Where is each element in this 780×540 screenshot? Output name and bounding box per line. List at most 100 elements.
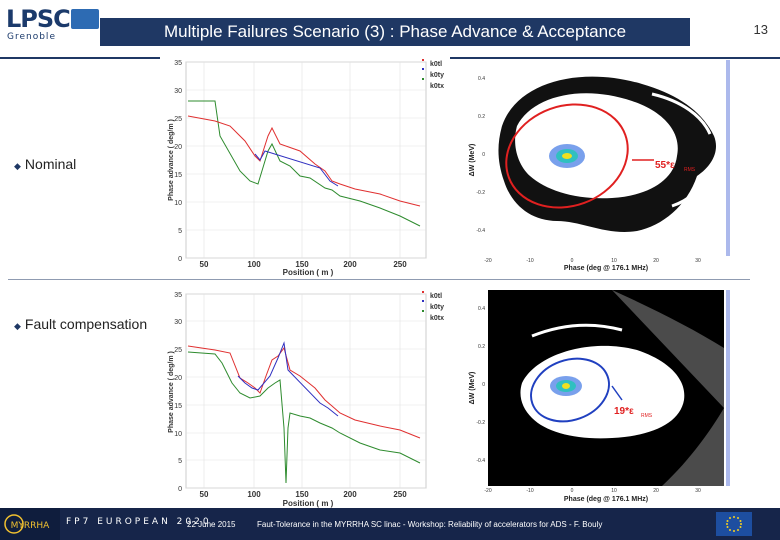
slide-footer: MYRRHA FP7 EUROPEAN 2020 22 June 2015 Fa…	[0, 508, 780, 540]
x-tick: -20	[484, 258, 491, 264]
lpsc-logo: LPSC Grenoble	[3, 3, 103, 55]
series-k0tl	[187, 345, 421, 439]
y-tick: 0	[178, 486, 182, 493]
y-axis-label: ΔW (MeV)	[469, 144, 476, 177]
x-tick: 20	[653, 258, 659, 264]
annotation-subscript: RMS	[641, 413, 653, 419]
myrrha-logo-icon: MYRRHA	[0, 508, 60, 540]
acceptance-plot-fault: 19*ε RMS 0.4 0.2 0 -0.2 -0.4 -20 -10 0 1…	[462, 288, 742, 504]
x-tick: 30	[695, 488, 701, 494]
y-tick: -0.2	[476, 420, 485, 426]
legend-marker	[422, 291, 424, 293]
y-tick: -0.4	[476, 228, 485, 234]
x-tick: -10	[526, 488, 533, 494]
annotation-arrow	[611, 385, 623, 401]
y-tick: 20	[174, 375, 182, 382]
x-tick-labels: -20 -10 0 10 20 30	[484, 488, 701, 494]
x-tick: 50	[200, 260, 209, 269]
phase-advance-svg-nominal: 35 30 25 20 15 10 5 0 50 100 150 200 250…	[168, 59, 444, 277]
logo-sub-text: Grenoble	[7, 32, 56, 42]
acceptance-svg-nominal: 55*ε RMS 0.4 0.2 0 -0.2 -0.4 -20 -10 0 1…	[469, 60, 730, 272]
slide-number: 13	[753, 22, 768, 37]
y-tick: -0.4	[476, 458, 485, 464]
phase-advance-svg-fault: 35 30 25 20 15 10 5 0 50 100 150 200 250…	[168, 291, 444, 508]
y-tick: 10	[174, 431, 182, 438]
halo-filament	[671, 173, 709, 208]
annotation-label: 19*ε	[614, 406, 634, 417]
plot-area	[185, 293, 427, 489]
y-tick: 30	[174, 319, 182, 326]
y-tick: 25	[174, 116, 182, 123]
x-tick: 100	[247, 260, 261, 269]
gridlines	[186, 293, 426, 489]
core-region	[515, 93, 678, 199]
series-k0ty	[237, 341, 339, 417]
row-divider	[8, 279, 750, 280]
eu-flag-icon	[716, 512, 752, 536]
bullet-icon: ◆	[14, 161, 21, 171]
x-tick: 0	[571, 258, 574, 264]
annotation-subscript: RMS	[684, 167, 696, 173]
y-axis-label: Phase advance ( deg/m )	[168, 119, 175, 201]
y-tick: 0.2	[478, 114, 485, 120]
slide-header: LPSC Grenoble Multiple Failures Scenario…	[0, 0, 780, 59]
x-tick: 150	[295, 490, 309, 499]
nominal-row-label: ◆ Nominal	[14, 156, 76, 172]
myrrha-logo: MYRRHA	[0, 508, 60, 540]
y-tick: 25	[174, 347, 182, 354]
plot-area	[185, 61, 427, 259]
x-tick: -10	[526, 258, 533, 264]
y-tick: 0	[482, 152, 485, 158]
phase-advance-plot-fault: 35 30 25 20 15 10 5 0 50 100 150 200 250…	[160, 288, 450, 508]
x-tick-labels: 50 100 150 200 250	[200, 490, 408, 499]
x-tick: 10	[611, 488, 617, 494]
x-axis-label: Phase (deg @ 176.1 MHz)	[564, 496, 648, 503]
y-tick: 15	[174, 172, 182, 179]
y-tick: 0	[178, 256, 182, 263]
y-tick: 5	[178, 458, 182, 465]
y-tick-labels: 35 30 25 20 15 10 5 0	[174, 60, 182, 263]
series-k0tx	[188, 100, 421, 227]
legend-item-k0ty: k0ty	[430, 72, 444, 79]
legend-item-k0tl: k0tl	[430, 293, 442, 300]
eu-flag-svg	[716, 512, 752, 536]
legend-marker	[422, 300, 424, 302]
acceptance-plot-nominal: 55*ε RMS 0.4 0.2 0 -0.2 -0.4 -20 -10 0 1…	[462, 56, 742, 276]
logo-main-text: LPSC	[6, 5, 71, 33]
phase-advance-plot-nominal: 35 30 25 20 15 10 5 0 50 100 150 200 250…	[160, 56, 450, 278]
beam-core	[562, 153, 572, 159]
y-tick: 0.4	[478, 76, 485, 82]
x-tick: 20	[653, 488, 659, 494]
y-tick-labels: 0.4 0.2 0 -0.2 -0.4	[476, 306, 485, 464]
x-tick-labels: -20 -10 0 10 20 30	[484, 258, 701, 264]
annotation-label: 55*ε	[655, 160, 675, 171]
acceptance-svg-fault: 19*ε RMS 0.4 0.2 0 -0.2 -0.4 -20 -10 0 1…	[469, 290, 730, 503]
slide-title: Multiple Failures Scenario (3) : Phase A…	[100, 18, 690, 46]
core-region	[520, 345, 685, 439]
series-k0tx	[187, 351, 421, 484]
x-tick: 250	[393, 260, 407, 269]
y-tick-labels: 35 30 25 20 15 10 5 0	[174, 292, 182, 493]
x-tick: -20	[484, 488, 491, 494]
plot-legend: k0tl k0ty k0tx	[422, 59, 444, 90]
acceptance-ellipse	[505, 103, 629, 209]
colorbar	[726, 290, 730, 486]
nominal-label-text: Nominal	[24, 156, 77, 172]
x-tick: 100	[247, 490, 261, 499]
legend-item-k0ty: k0ty	[430, 304, 444, 311]
x-tick: 200	[343, 260, 357, 269]
y-tick: 5	[178, 228, 182, 235]
y-tick: 0.2	[478, 344, 485, 350]
legend-item-k0tl: k0tl	[430, 61, 442, 68]
x-tick-labels: 50 100 150 200 250	[200, 260, 408, 269]
scattered-halo	[612, 290, 724, 486]
y-tick: 30	[174, 88, 182, 95]
y-tick: 35	[174, 60, 182, 67]
halo-filament	[531, 323, 623, 338]
y-tick: 0	[482, 382, 485, 388]
legend-marker	[422, 78, 424, 80]
y-tick: -0.2	[476, 190, 485, 196]
fault-row-label: ◆ Fault compensation	[14, 316, 147, 332]
logo-accent	[71, 9, 99, 29]
y-tick: 0.4	[478, 306, 485, 312]
